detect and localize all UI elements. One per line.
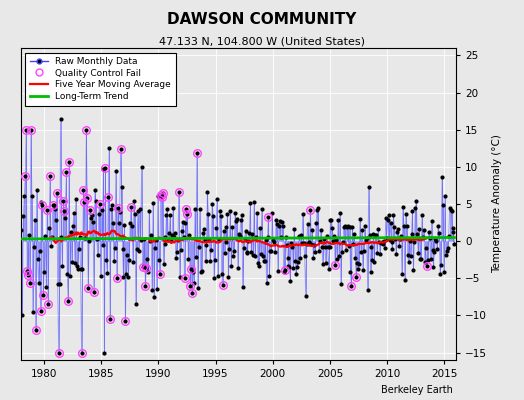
Legend: Raw Monthly Data, Quality Control Fail, Five Year Moving Average, Long-Term Tren: Raw Monthly Data, Quality Control Fail, … [26, 52, 176, 106]
Text: 47.133 N, 104.800 W (United States): 47.133 N, 104.800 W (United States) [159, 36, 365, 46]
Text: Berkeley Earth: Berkeley Earth [381, 385, 453, 395]
Y-axis label: Temperature Anomaly (°C): Temperature Anomaly (°C) [493, 134, 503, 274]
Text: DAWSON COMMUNITY: DAWSON COMMUNITY [167, 12, 357, 27]
